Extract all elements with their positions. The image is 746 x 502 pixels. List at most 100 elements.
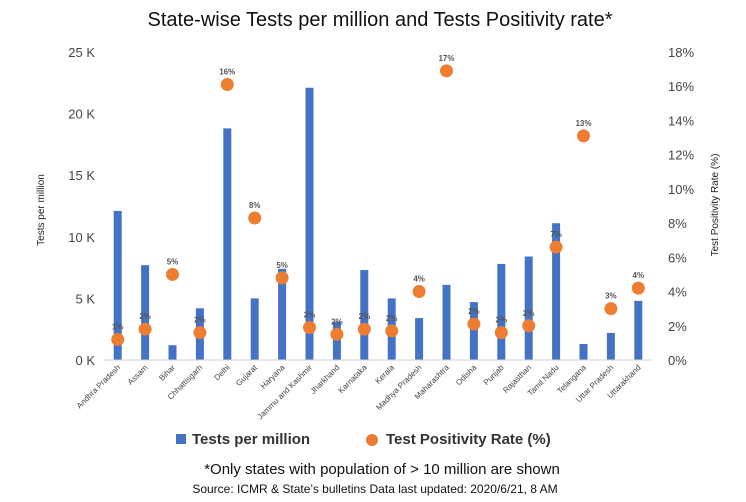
bar — [113, 210, 122, 360]
positivity-point — [303, 320, 316, 334]
data-label: 2% — [304, 310, 316, 319]
bar — [606, 332, 615, 360]
bar — [552, 223, 561, 360]
y-axis-label-right: Test Positivity Rate (%) — [710, 154, 721, 257]
legend-label-positivity: Test Positivity Rate (%) — [386, 431, 551, 448]
bar — [524, 256, 533, 360]
bar — [360, 270, 369, 360]
bar — [141, 265, 150, 360]
x-tick-label: Kerala — [373, 363, 396, 386]
positivity-point — [385, 324, 399, 338]
data-label: 2% — [359, 312, 371, 321]
legend-swatch-positivity — [366, 434, 378, 446]
y-tick-label: 0 K — [75, 353, 95, 368]
y-tick-label: 15 K — [68, 168, 95, 183]
x-tick-label: Gujarat — [234, 363, 259, 388]
y2-tick-label: 0% — [668, 353, 687, 368]
y2-tick-label: 14% — [668, 113, 694, 128]
legend-swatch-tests — [176, 434, 186, 444]
x-tick-label: Jharkhand — [309, 363, 342, 396]
positivity-point — [604, 302, 618, 316]
y-axis-label-left: Tests per million — [36, 174, 47, 246]
x-tick-label: Andhra Pradesh — [75, 363, 122, 410]
bar — [634, 300, 643, 360]
data-label: 2% — [523, 309, 535, 318]
data-label: 4% — [413, 275, 425, 284]
data-label: 2% — [468, 307, 480, 316]
bar — [469, 302, 478, 360]
y2-tick-label: 8% — [668, 216, 687, 231]
data-label: 2% — [496, 316, 508, 325]
positivity-point — [248, 211, 262, 225]
bars-layer — [113, 87, 643, 360]
x-tick-label: Assam — [126, 363, 150, 387]
bar — [168, 345, 177, 360]
data-label: 13% — [575, 119, 591, 128]
y2-tick-label: 12% — [668, 148, 694, 163]
positivity-point — [467, 317, 481, 331]
y-axis-right: 0% 2% 4% 6% 8% 10% 12% 14% 16% 18% — [668, 45, 694, 368]
source-note: Source: ICMR & State’s bulletins Data la… — [192, 482, 557, 496]
y-axis-left: 0 K 5 K 10 K 15 K 20 K 25 K — [68, 45, 95, 368]
x-tick-label: Odisha — [454, 363, 479, 388]
positivity-point — [166, 267, 179, 281]
data-label: 7% — [550, 230, 562, 239]
x-tick-label: Jammu and Kashmir — [256, 363, 314, 421]
footnote: *Only states with population of > 10 mil… — [204, 461, 560, 478]
positivity-point — [494, 326, 508, 340]
positivity-point — [220, 78, 234, 92]
bar — [579, 343, 588, 360]
positivity-point — [330, 327, 344, 341]
positivity-point — [111, 332, 125, 346]
positivity-point — [522, 319, 536, 333]
bar — [305, 87, 314, 360]
y2-tick-label: 4% — [668, 285, 687, 300]
data-label: 8% — [249, 201, 261, 210]
data-label: 2% — [194, 316, 206, 325]
positivity-point — [631, 281, 645, 295]
data-label: 5% — [276, 261, 288, 270]
bar — [223, 128, 232, 360]
x-tick-label: Karnataka — [337, 363, 370, 396]
x-tick-label: Bihar — [157, 363, 177, 383]
points-layer: 1% 2% 5% 2% 16% 8% 5% 2% 2% 2% 2% 4% 17% 2% 2% 2% 7% 13% 3… — [111, 54, 645, 346]
bar — [415, 318, 424, 360]
bar — [332, 321, 341, 360]
bar — [278, 268, 287, 360]
y-tick-label: 20 K — [68, 107, 95, 122]
x-tick-label: Punjab — [482, 363, 506, 387]
legend: Tests per million Test Positivity Rate (… — [176, 431, 551, 448]
positivity-point — [577, 129, 590, 143]
data-label: 16% — [219, 68, 235, 77]
bar — [497, 263, 506, 360]
y-tick-label: 25 K — [68, 45, 95, 60]
data-label: 3% — [605, 292, 617, 301]
data-label: 2% — [386, 314, 398, 323]
positivity-point — [549, 240, 563, 254]
data-label: 17% — [438, 54, 454, 63]
positivity-point — [193, 326, 207, 340]
chart-title: State-wise Tests per million and Tests P… — [147, 9, 612, 31]
y2-tick-label: 10% — [668, 182, 694, 197]
y2-tick-label: 18% — [668, 45, 694, 60]
y2-tick-label: 6% — [668, 250, 687, 265]
data-label: 1% — [112, 322, 124, 331]
y2-tick-label: 2% — [668, 319, 687, 334]
positivity-point — [412, 285, 426, 299]
positivity-point — [440, 64, 453, 78]
bar — [442, 284, 451, 360]
x-tick-label: Delhi — [212, 363, 231, 382]
positivity-point — [138, 322, 152, 336]
positivity-point — [357, 322, 371, 336]
y-tick-label: 5 K — [75, 291, 95, 306]
data-label: 2% — [139, 312, 151, 321]
y2-tick-label: 16% — [668, 79, 694, 94]
data-label: 2% — [331, 317, 343, 326]
legend-label-tests: Tests per million — [192, 431, 310, 448]
bar — [250, 298, 259, 360]
positivity-point — [275, 271, 289, 285]
data-label: 5% — [167, 257, 179, 266]
data-label: 4% — [633, 271, 645, 280]
